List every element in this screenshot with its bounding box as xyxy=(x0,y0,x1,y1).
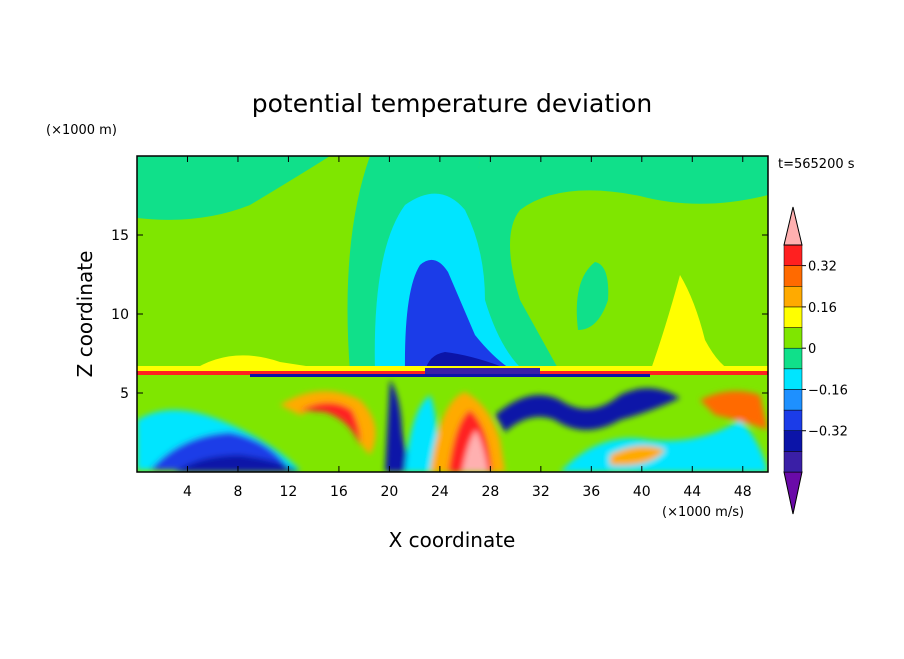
x-tick-label: 40 xyxy=(633,484,651,500)
y-axis-title: Z coordinate xyxy=(73,251,97,378)
contour-field xyxy=(137,156,768,472)
x-tick-label: 36 xyxy=(582,484,600,500)
field-lower-right-red xyxy=(700,391,768,430)
x-tick-label: 12 xyxy=(280,484,298,500)
field-right-yellow xyxy=(650,275,735,372)
colorbar-tick-label: −0.16 xyxy=(808,383,848,398)
field-lower-center-pink xyxy=(462,430,488,472)
colorbar-tick-label: 0 xyxy=(808,342,816,357)
colorbar-segment xyxy=(783,347,803,370)
x-tick-label: 32 xyxy=(532,484,550,500)
y-tick-label: 15 xyxy=(111,228,129,244)
y-unit-label: (×1000 m) xyxy=(46,123,117,138)
chart-title: potential temperature deviation xyxy=(252,89,652,118)
field-central-blue xyxy=(404,259,515,372)
y-tick-label: 10 xyxy=(111,307,129,323)
field-lower-orange-arc xyxy=(280,391,376,455)
field-inversion-band-navy xyxy=(250,374,650,377)
field-lower-red-arc xyxy=(300,402,361,445)
field-lower-center-blue xyxy=(385,380,415,472)
field-lower-center-cyan xyxy=(405,395,438,472)
field-lower-left-navy xyxy=(175,455,300,472)
colorbar-segment xyxy=(783,409,803,431)
colorbar-tick-label: −0.32 xyxy=(808,425,848,440)
field-lower-right-orange xyxy=(610,446,665,466)
colorbar-segment xyxy=(783,368,803,390)
colorbar-segment xyxy=(783,286,803,308)
colorbar-min-triangle xyxy=(783,471,803,515)
x-tick-label: 28 xyxy=(481,484,499,500)
field-lower-mid-navy xyxy=(495,388,680,432)
colorbar-segment xyxy=(783,430,803,452)
colorbar-max-triangle xyxy=(783,206,803,246)
x-tick-label: 24 xyxy=(431,484,449,500)
x-unit-label: (×1000 m/s) xyxy=(662,505,744,520)
y-tick-label: 5 xyxy=(120,386,129,402)
x-tick-label: 16 xyxy=(330,484,348,500)
y-axis: 5 10 15 xyxy=(111,228,768,402)
colorbar-segment xyxy=(783,389,803,411)
x-tick-label: 4 xyxy=(183,484,192,500)
x-tick-label: 20 xyxy=(380,484,398,500)
field-inversion-band-dark xyxy=(425,368,540,374)
colorbar-segment xyxy=(783,244,803,266)
x-tick-label: 8 xyxy=(233,484,242,500)
colorbar-segment xyxy=(783,265,803,287)
colorbar-segment xyxy=(783,306,803,328)
x-tick-label: 44 xyxy=(683,484,701,500)
colorbar-segment xyxy=(783,327,803,349)
x-axis-title: X coordinate xyxy=(389,528,516,552)
field-upper-left-green xyxy=(137,156,330,220)
time-label: t=565200 s xyxy=(778,157,855,172)
colorbar-tick-label: 0.32 xyxy=(808,260,837,275)
colorbar-segment xyxy=(783,451,803,473)
x-tick-label: 48 xyxy=(734,484,752,500)
colorbar-tick-label: 0.16 xyxy=(808,301,837,316)
colorbar: 0.32 0.16 0 −0.16 −0.32 xyxy=(783,206,848,515)
field-right-blob-green xyxy=(576,262,609,330)
x-axis: 4 8 12 16 20 24 28 32 36 40 44 48 xyxy=(183,156,752,500)
